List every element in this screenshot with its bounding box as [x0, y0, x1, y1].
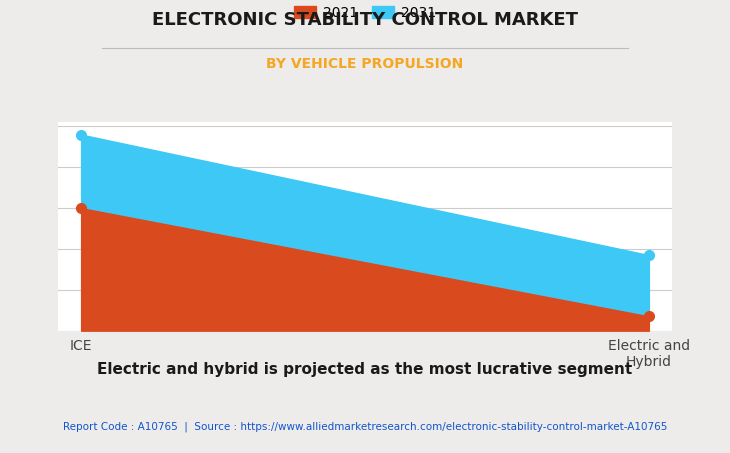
Text: Report Code : A10765  |  Source : https://www.alliedmarketresearch.com/electroni: Report Code : A10765 | Source : https://…: [63, 421, 667, 432]
Text: Electric and hybrid is projected as the most lucrative segment: Electric and hybrid is projected as the …: [97, 362, 633, 377]
Text: ELECTRONIC STABILITY CONTROL MARKET: ELECTRONIC STABILITY CONTROL MARKET: [152, 11, 578, 29]
Text: BY VEHICLE PROPULSION: BY VEHICLE PROPULSION: [266, 57, 464, 71]
Legend: 2021, 2031: 2021, 2031: [288, 0, 442, 25]
